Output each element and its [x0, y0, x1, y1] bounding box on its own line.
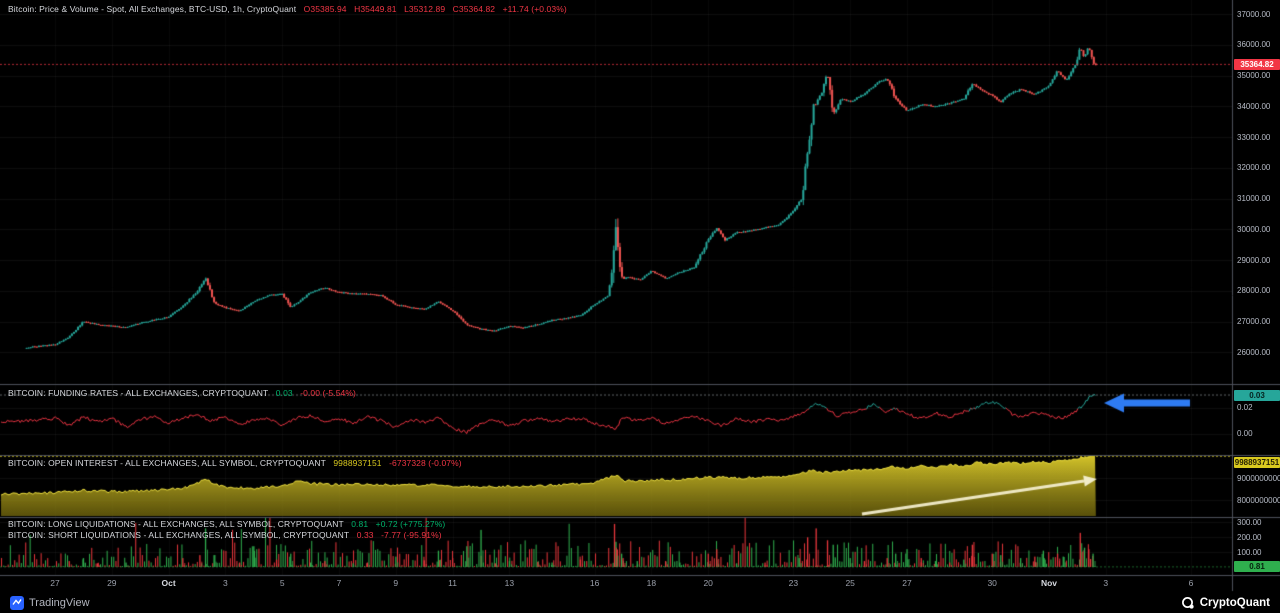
- time-label: 18: [646, 578, 657, 588]
- ohlc-open: O35385.94: [303, 4, 347, 14]
- y-tick-label: 32000.00: [1237, 163, 1271, 173]
- time-label: 25: [845, 578, 855, 588]
- y-tick-label: 37000.00: [1237, 9, 1271, 19]
- y-tick-label: 36000.00: [1237, 40, 1271, 50]
- short-liquidations-value: 0.33: [356, 530, 374, 540]
- long-liquidations-change: +0.72 (+775.27%): [375, 519, 446, 529]
- funding-value: 0.03: [275, 388, 293, 398]
- short-liquidations-legend: BITCOIN: SHORT LIQUIDATIONS - ALL EXCHAN…: [8, 530, 442, 540]
- price-panel-legend: Bitcoin: Price & Volume - Spot, All Exch…: [8, 4, 567, 14]
- open-interest-change: -6737328 (-0.07%): [389, 458, 462, 468]
- y-tick-label: 31000.00: [1237, 194, 1271, 204]
- time-label: 3: [223, 578, 228, 588]
- y-tick-label: 100.00: [1237, 547, 1262, 557]
- ohlc-close: C35364.82: [452, 4, 496, 14]
- y-tick-label: 26000.00: [1237, 347, 1271, 357]
- y-tick-label: 30000.00: [1237, 224, 1271, 234]
- cryptoquant-attribution[interactable]: CryptoQuant: [1181, 596, 1270, 609]
- last-price-tag: 35364.82: [1234, 58, 1280, 70]
- short-liquidations-title: BITCOIN: SHORT LIQUIDATIONS - ALL EXCHAN…: [8, 530, 350, 540]
- time-label: 11: [448, 578, 458, 588]
- open-interest-panel-title: BITCOIN: OPEN INTEREST - ALL EXCHANGES, …: [8, 458, 326, 468]
- cryptoquant-label: CryptoQuant: [1199, 596, 1270, 609]
- y-tick-label: 28000.00: [1237, 286, 1271, 296]
- y-tick-label: 300.00: [1237, 517, 1262, 527]
- y-tick-label: 35000.00: [1237, 71, 1271, 81]
- liquidations-last-tag: 0.81: [1234, 561, 1280, 572]
- open-interest-last-tag: 9988937151: [1234, 457, 1280, 468]
- y-tick-label: 33000.00: [1237, 132, 1271, 142]
- ohlc-high: H35449.81: [354, 4, 397, 14]
- short-liquidations-change: -7.77 (-95.91%): [381, 530, 442, 540]
- y-tick-label: 8000000000: [1237, 495, 1280, 505]
- time-label: Nov: [1040, 578, 1058, 588]
- time-label: 30: [987, 578, 997, 588]
- y-tick-label: 0.02: [1237, 403, 1253, 413]
- long-liquidations-title: BITCOIN: LONG LIQUIDATIONS - ALL EXCHANG…: [8, 519, 344, 529]
- time-label: 3: [1103, 578, 1109, 588]
- time-label: 20: [703, 578, 713, 588]
- funding-change: -0.00 (-5.54%): [300, 388, 356, 398]
- tradingview-logo-icon: [10, 595, 24, 610]
- y-tick-label: 27000.00: [1237, 317, 1271, 327]
- y-tick-label: 0.00: [1237, 429, 1253, 439]
- y-tick-label: 9000000000: [1237, 473, 1280, 483]
- time-label: 13: [504, 578, 515, 588]
- open-interest-value: 9988937151: [333, 458, 382, 468]
- time-label: 27: [50, 578, 60, 588]
- funding-last-tag: 0.03: [1234, 389, 1280, 401]
- time-label: 23: [788, 578, 799, 588]
- price-panel-title: Bitcoin: Price & Volume - Spot, All Exch…: [8, 4, 297, 14]
- y-tick-label: 34000.00: [1237, 101, 1271, 111]
- time-label: Oct: [161, 578, 176, 588]
- y-tick-label: 29000.00: [1237, 255, 1271, 265]
- ohlc-change: +11.74 (+0.03%): [502, 4, 567, 14]
- open-interest-panel-legend: BITCOIN: OPEN INTEREST - ALL EXCHANGES, …: [8, 458, 462, 468]
- long-liquidations-value: 0.81: [351, 519, 369, 529]
- time-label: 16: [589, 578, 600, 588]
- time-label: 29: [107, 578, 117, 588]
- time-label: 27: [902, 578, 912, 588]
- time-label: 6: [1188, 578, 1194, 588]
- time-label: 9: [393, 578, 399, 588]
- time-label: 5: [279, 578, 285, 588]
- footer-bar: TradingView CryptoQuant: [0, 592, 1280, 613]
- funding-panel-title: BITCOIN: FUNDING RATES - ALL EXCHANGES, …: [8, 388, 269, 398]
- long-liquidations-legend: BITCOIN: LONG LIQUIDATIONS - ALL EXCHANG…: [8, 519, 445, 529]
- time-label: 7: [336, 578, 342, 588]
- funding-panel-legend: BITCOIN: FUNDING RATES - ALL EXCHANGES, …: [8, 388, 356, 398]
- tradingview-attribution[interactable]: TradingView: [10, 595, 90, 610]
- tradingview-label: TradingView: [29, 596, 90, 609]
- y-tick-label: 200.00: [1237, 532, 1262, 542]
- cryptoquant-logo-icon: [1181, 596, 1194, 609]
- ohlc-low: L35312.89: [404, 4, 446, 14]
